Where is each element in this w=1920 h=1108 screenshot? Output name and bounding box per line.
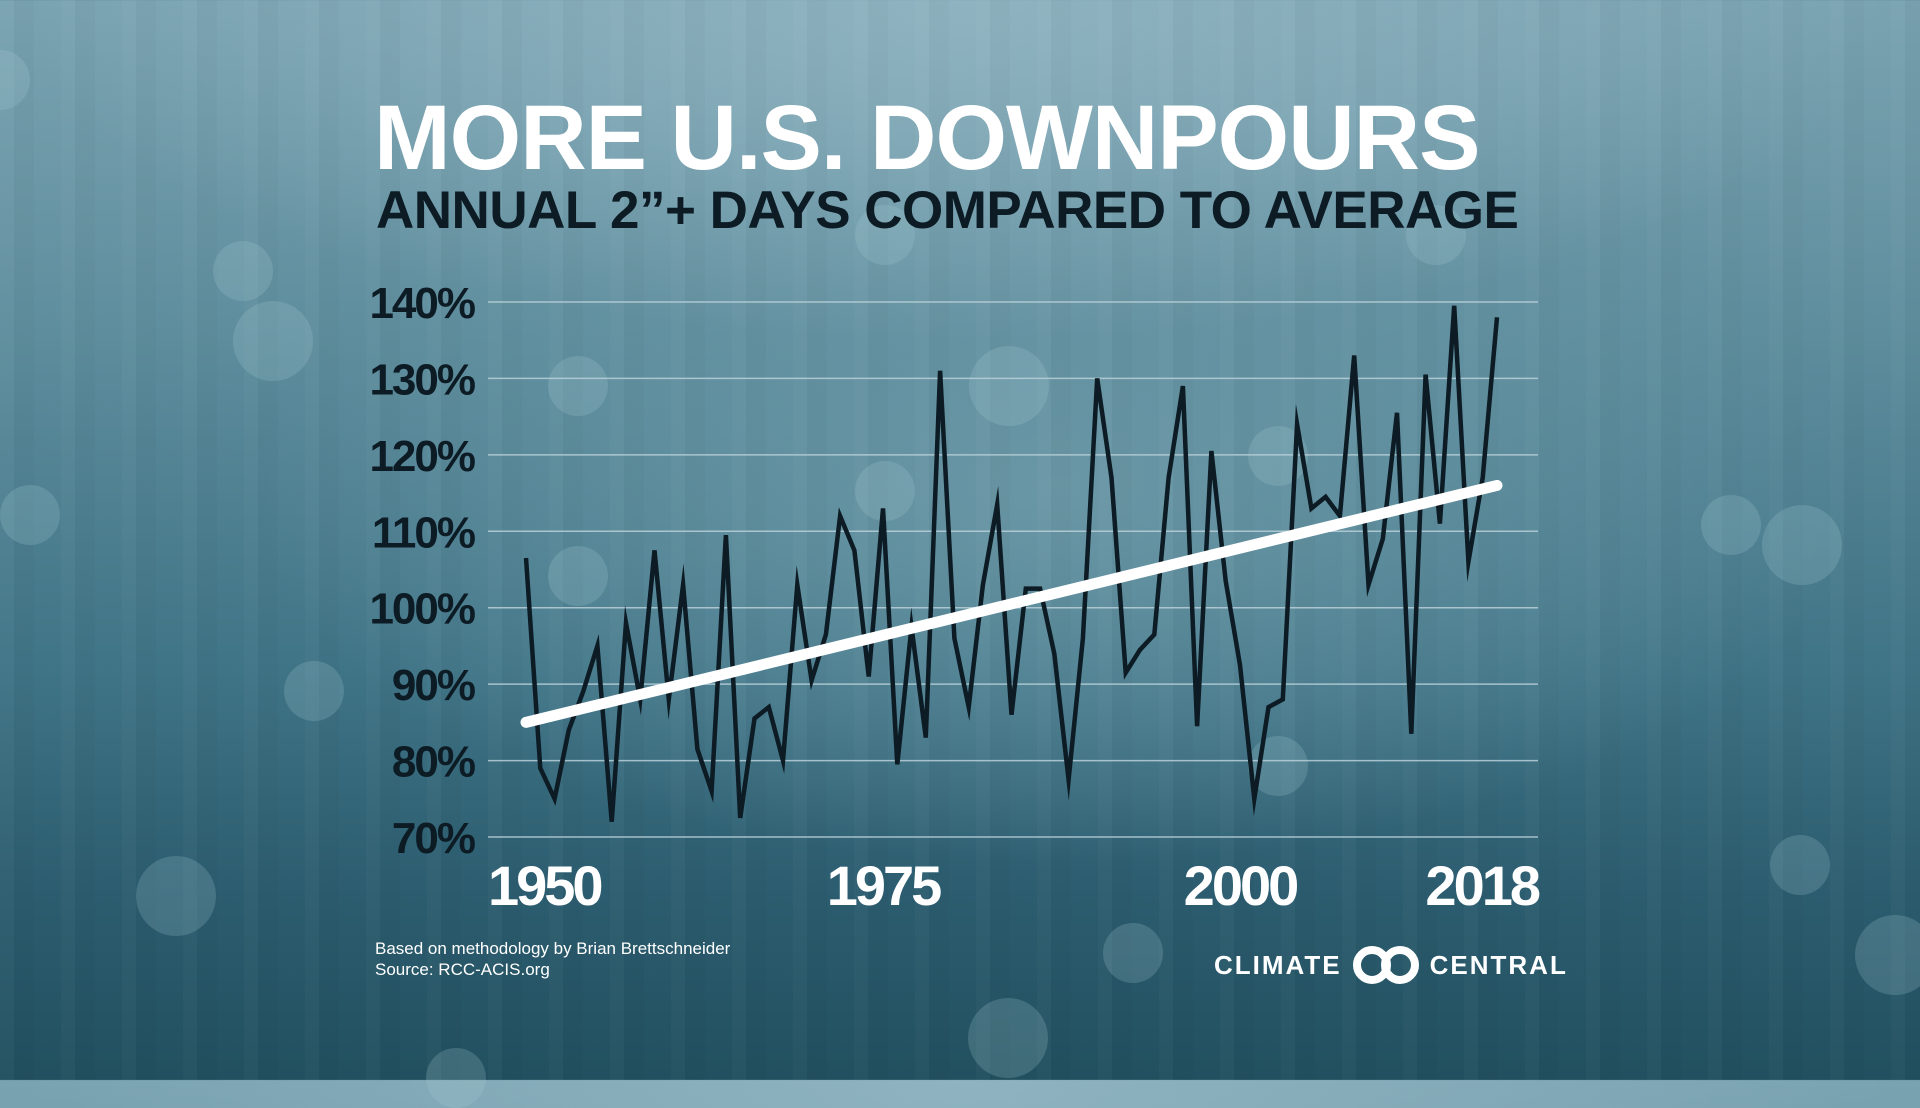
y-tick-label: 110% xyxy=(372,508,475,557)
x-tick-label: 1975 xyxy=(827,854,941,917)
y-tick-label: 70% xyxy=(392,814,475,863)
logo-word-central: CENTRAL xyxy=(1430,950,1568,981)
logo-word-climate: CLIMATE xyxy=(1214,950,1342,981)
methodology-credit: Based on methodology by Brian Brettschne… xyxy=(375,938,730,959)
x-tick-label: 1950 xyxy=(488,854,601,917)
y-tick-label: 100% xyxy=(369,585,474,634)
y-tick-label: 140% xyxy=(369,279,474,328)
y-tick-label: 80% xyxy=(392,738,475,787)
y-tick-label: 120% xyxy=(369,432,474,481)
line-chart: 140% 130% 120% 110% 100% 90% 80% 70% 1950 1975 20… xyxy=(0,0,1920,1080)
series-line xyxy=(526,306,1497,822)
gridlines xyxy=(488,302,1538,837)
footnote: Based on methodology by Brian Brettschne… xyxy=(375,938,730,980)
interlocking-rings-icon xyxy=(1350,946,1422,984)
y-tick-label: 90% xyxy=(392,661,475,710)
x-tick-label: 2018 xyxy=(1425,854,1539,917)
climate-central-logo: CLIMATE CENTRAL xyxy=(1214,946,1568,984)
y-axis-tick-labels: 140% 130% 120% 110% 100% 90% 80% 70% xyxy=(369,279,474,863)
source-credit: Source: RCC-ACIS.org xyxy=(375,959,730,980)
y-tick-label: 130% xyxy=(369,355,474,404)
series-group xyxy=(526,306,1497,822)
x-axis-tick-labels: 1950 1975 2000 2018 xyxy=(488,854,1540,917)
x-tick-label: 2000 xyxy=(1184,854,1297,917)
